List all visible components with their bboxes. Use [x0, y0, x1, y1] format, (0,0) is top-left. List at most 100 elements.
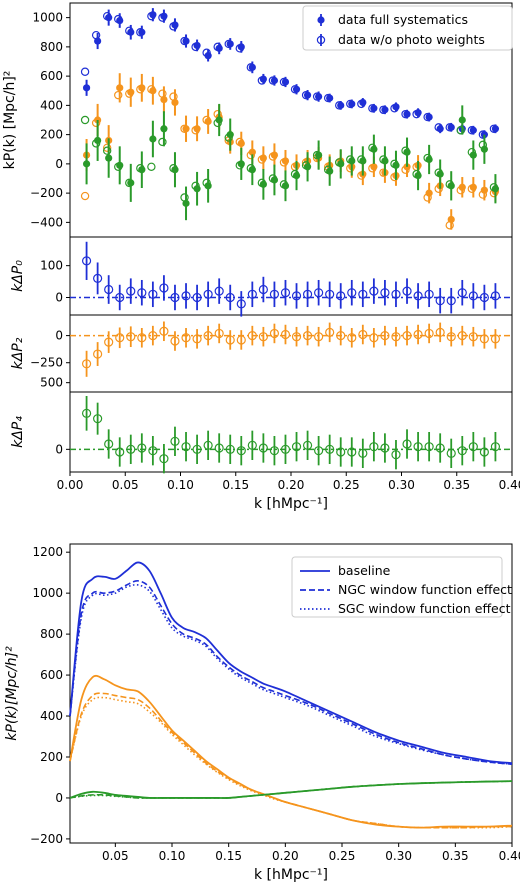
data-point-open	[246, 164, 256, 173]
data-point-open	[126, 286, 136, 296]
line-ngc-green	[69, 780, 513, 799]
data-point-open	[301, 161, 311, 170]
data-point-open	[301, 90, 311, 100]
data-point-open	[280, 444, 291, 454]
data-point-open	[102, 146, 112, 155]
data-point-open	[325, 289, 335, 299]
data-point-open	[136, 28, 145, 37]
data-point-open	[380, 331, 390, 341]
line-sgc-orange	[69, 696, 513, 829]
data-point-open	[435, 327, 445, 337]
data-point-open	[269, 446, 280, 456]
legend-label: SGC window function effect	[338, 601, 511, 616]
data-point-open	[180, 124, 189, 133]
data-point-open	[435, 443, 445, 453]
ytick-label: 0	[55, 791, 63, 805]
data-point-open	[257, 178, 267, 188]
ytick-label: 500	[40, 376, 63, 390]
data-point-open	[489, 183, 499, 192]
data-point-open	[467, 184, 477, 193]
data-point-open	[93, 349, 103, 359]
legend-marker-open	[316, 35, 326, 45]
data-point-open	[137, 443, 147, 453]
data-point-open	[457, 446, 467, 456]
data-point-open	[202, 115, 211, 125]
ytick-label: 1200	[32, 545, 63, 559]
data-point-open	[147, 162, 156, 171]
data-point-open	[115, 333, 125, 343]
data-point-open	[347, 333, 357, 343]
data-point-open	[81, 256, 92, 266]
data-point-open	[380, 443, 390, 453]
data-point-open	[148, 446, 158, 456]
data-point-open	[302, 289, 313, 299]
legend-label: data w/o photo weights	[338, 32, 485, 47]
data-point-filled	[480, 186, 488, 194]
ytick-label: 600	[40, 69, 63, 83]
data-point-open	[91, 118, 101, 128]
ytick-label: 400	[40, 98, 63, 112]
data-point-open	[424, 442, 434, 452]
data-point-open	[434, 123, 443, 132]
data-point-open	[379, 105, 388, 114]
panel-frame-bottom	[69, 543, 513, 844]
xtick-label: 0.20	[272, 849, 299, 863]
data-point-open	[369, 442, 379, 452]
data-point-open	[224, 133, 233, 142]
data-point-open	[478, 140, 488, 150]
data-point-open	[401, 165, 410, 174]
data-point-open	[115, 292, 125, 303]
data-point-open	[80, 191, 90, 201]
data-point-open	[213, 118, 222, 128]
xtick-label: 0.40	[499, 478, 520, 492]
data-point-open	[279, 180, 289, 189]
data-point-filled	[480, 145, 488, 153]
data-point-open	[280, 288, 291, 298]
data-point-open	[391, 289, 401, 299]
data-point-open	[390, 159, 399, 169]
data-point-open	[158, 13, 167, 22]
data-point-open	[424, 289, 434, 299]
data-point-open	[314, 332, 324, 342]
data-point-open	[169, 164, 178, 173]
data-point-open	[203, 440, 213, 450]
data-point-open	[412, 169, 421, 179]
data-point-open	[368, 164, 377, 173]
data-point-open	[446, 448, 456, 458]
legend-label: baseline	[338, 563, 391, 578]
data-point-filled	[425, 189, 433, 197]
data-point-open	[202, 48, 211, 57]
data-point-open	[93, 273, 103, 283]
data-point-open	[80, 115, 90, 125]
data-point-open	[104, 439, 114, 449]
data-point-open	[137, 333, 147, 343]
data-point-open	[391, 332, 401, 342]
data-point-open	[467, 147, 477, 157]
data-point-open	[247, 289, 257, 299]
data-point-open	[192, 292, 202, 303]
data-point-open	[435, 296, 445, 306]
data-point-open	[445, 180, 454, 189]
data-point-open	[158, 137, 167, 147]
xtick-label: 0.10	[159, 849, 186, 863]
data-point-open	[314, 288, 324, 298]
data-point-open	[114, 14, 123, 24]
data-point-open	[126, 332, 136, 342]
data-point-open	[225, 444, 235, 454]
data-point-open	[467, 126, 477, 135]
data-point-open	[402, 439, 412, 449]
data-point-open	[346, 164, 355, 173]
data-point-open	[269, 328, 280, 339]
data-point-open	[457, 331, 467, 341]
data-point-open	[401, 109, 410, 119]
ytick-label: 1000	[32, 11, 63, 25]
data-point-open	[235, 137, 244, 147]
data-point-open	[402, 286, 412, 296]
data-point-open	[401, 146, 410, 155]
data-point-open	[413, 291, 423, 301]
data-point-open	[312, 92, 322, 101]
data-point-open	[203, 331, 213, 341]
xtick-label: 0.05	[102, 849, 129, 863]
ytick-label: 200	[40, 128, 63, 142]
